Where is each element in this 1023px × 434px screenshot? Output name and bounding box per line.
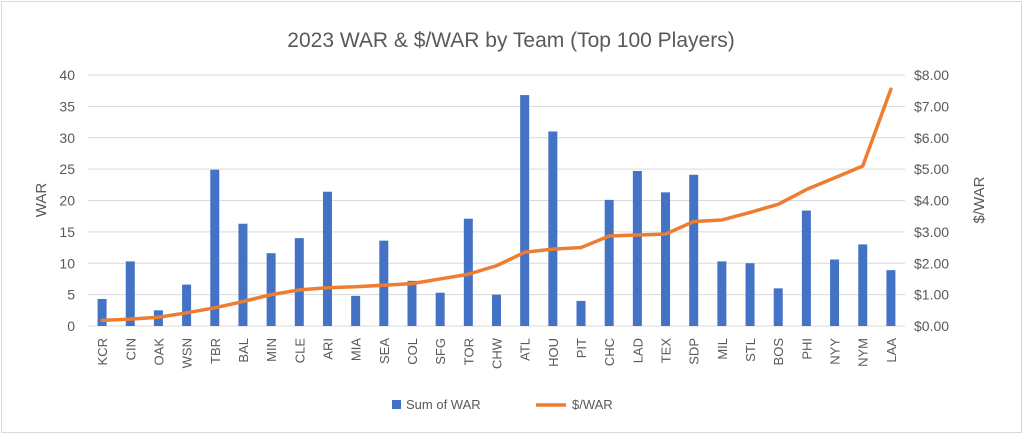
x-tick-label: CHC xyxy=(602,338,617,366)
x-tick-label: ATL xyxy=(518,338,533,361)
bar-min xyxy=(266,253,276,326)
x-tick-label: LAD xyxy=(630,338,645,363)
y2-tick-label: $4.00 xyxy=(914,193,949,209)
x-tick-label: MIN xyxy=(264,338,279,362)
x-tick-label: COL xyxy=(405,338,420,365)
x-tick-label: CIN xyxy=(123,338,138,360)
bar-bal xyxy=(238,223,248,326)
bar-cle xyxy=(294,238,304,326)
y-tick-label: 25 xyxy=(59,161,75,177)
x-tick-label: LAA xyxy=(884,338,899,363)
y2-tick-label: $7.00 xyxy=(914,98,949,114)
bar-sea xyxy=(379,240,389,326)
y-tick-label: 30 xyxy=(59,130,75,146)
bar-sfg xyxy=(435,292,445,326)
legend-swatch-war xyxy=(392,400,401,409)
bar-hou xyxy=(548,131,558,326)
bar-wsn xyxy=(182,284,192,326)
x-tick-label: PIT xyxy=(574,338,589,358)
bar-chw xyxy=(492,294,501,326)
x-tick-label: PHI xyxy=(799,338,814,360)
x-tick-label: SEA xyxy=(377,338,392,364)
bar-nyy xyxy=(830,259,840,326)
x-tick-label: OAK xyxy=(151,338,166,366)
bar-atl xyxy=(520,95,530,326)
x-tick-label: TEX xyxy=(659,338,674,364)
y-tick-label: 40 xyxy=(59,67,75,83)
bar-mia xyxy=(351,295,361,326)
x-tick-label: HOU xyxy=(546,338,561,367)
bar-tex xyxy=(661,192,671,326)
x-tick-label: BOS xyxy=(771,338,786,366)
bar-cin xyxy=(125,261,135,326)
bar-mil xyxy=(717,261,727,326)
bar-sdp xyxy=(689,174,699,326)
bar-lad xyxy=(632,171,642,326)
x-tick-label: MIA xyxy=(349,338,364,361)
x-tick-label: CLE xyxy=(292,338,307,364)
x-tick-label: NYM xyxy=(856,338,871,367)
x-tick-label: KCR xyxy=(95,338,110,365)
y-tick-label: 20 xyxy=(59,193,75,209)
y-tick-label: 15 xyxy=(59,224,75,240)
x-tick-label: TBR xyxy=(208,338,223,364)
bar-laa xyxy=(886,270,896,326)
y2-tick-label: $3.00 xyxy=(914,224,949,240)
x-tick-label: SDP xyxy=(687,338,702,365)
x-tick-label: STL xyxy=(743,338,758,362)
y-tick-label: 35 xyxy=(59,98,75,114)
x-tick-label: TOR xyxy=(461,338,476,365)
chart-title: 2023 WAR & $/WAR by Team (Top 100 Player… xyxy=(287,29,734,52)
x-tick-label: ARI xyxy=(320,338,335,360)
x-tick-label: MIL xyxy=(715,338,730,360)
y2-tick-label: $5.00 xyxy=(914,161,949,177)
bar-col xyxy=(407,280,417,326)
y2-axis-label: $/WAR xyxy=(971,176,988,223)
y2-tick-label: $6.00 xyxy=(914,130,949,146)
y-tick-label: 10 xyxy=(59,255,75,271)
bar-pit xyxy=(576,300,586,326)
bar-bos xyxy=(773,288,783,326)
dollar-per-war-line xyxy=(100,87,893,323)
x-tick-label: CHW xyxy=(490,337,505,369)
x-tick-label: WSN xyxy=(180,338,195,368)
x-tick-label: SFG xyxy=(433,338,448,365)
y-tick-label: 5 xyxy=(67,287,75,303)
legend-label-war: Sum of WAR xyxy=(406,397,481,412)
bar-tbr xyxy=(210,169,220,326)
y2-tick-label: $0.00 xyxy=(914,318,949,334)
bar-kcr xyxy=(97,299,107,326)
y-axis-label: WAR xyxy=(33,183,50,218)
y2-tick-label: $8.00 xyxy=(914,67,949,83)
y-tick-label: 0 xyxy=(67,318,75,334)
x-tick-label: NYY xyxy=(828,338,843,365)
bar-stl xyxy=(745,263,755,326)
y2-tick-label: $2.00 xyxy=(914,255,949,271)
bar-tor xyxy=(463,218,473,326)
y2-tick-label: $1.00 xyxy=(914,287,949,303)
bar-phi xyxy=(801,210,811,326)
legend-label-dollar-war: $/WAR xyxy=(572,397,613,412)
bar-ari xyxy=(322,191,332,326)
x-tick-label: BAL xyxy=(236,338,251,363)
bar-nym xyxy=(858,244,868,326)
legend: Sum of WAR $/WAR xyxy=(392,397,613,412)
bar-chc xyxy=(604,199,614,326)
